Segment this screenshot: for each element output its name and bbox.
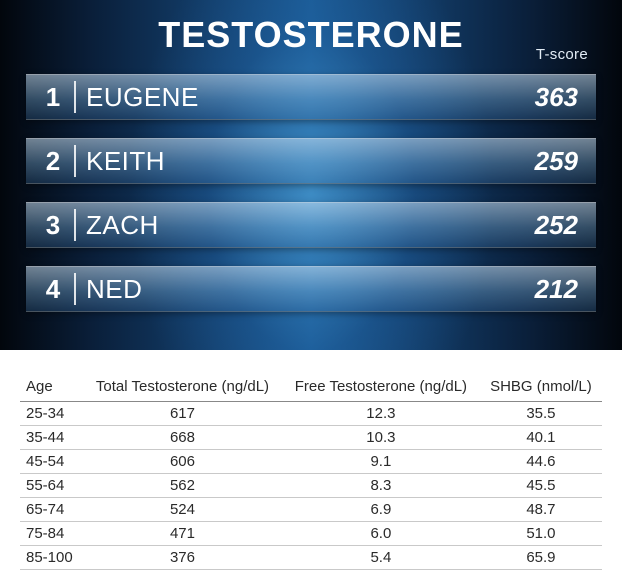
- cell-shbg: 40.1: [480, 426, 602, 450]
- cell-total: 562: [83, 474, 282, 498]
- cell-free: 6.9: [282, 498, 480, 522]
- table-row: 75-84 471 6.0 51.0: [20, 522, 602, 546]
- cell-shbg: 48.7: [480, 498, 602, 522]
- cell-shbg: 51.0: [480, 522, 602, 546]
- table-row: 65-74 524 6.9 48.7: [20, 498, 602, 522]
- player-name: ZACH: [86, 210, 535, 241]
- rank-number: 3: [36, 210, 70, 241]
- testosterone-by-age-table: Age Total Testosterone (ng/dL) Free Test…: [20, 374, 602, 570]
- cell-total: 524: [83, 498, 282, 522]
- t-score: 259: [535, 146, 578, 177]
- cell-age: 45-54: [20, 450, 83, 474]
- cell-age: 35-44: [20, 426, 83, 450]
- testosterone-leaderboard-panel: TESTOSTERONE T-score 1 EUGENE 363 2 KEIT…: [0, 0, 622, 350]
- t-score: 363: [535, 82, 578, 113]
- reference-table: Age Total Testosterone (ng/dL) Free Test…: [20, 374, 602, 570]
- table-row: 55-64 562 8.3 45.5: [20, 474, 602, 498]
- cell-total: 376: [83, 546, 282, 570]
- cell-total: 617: [83, 402, 282, 426]
- cell-age: 25-34: [20, 402, 83, 426]
- cell-free: 5.4: [282, 546, 480, 570]
- divider-vline: [74, 209, 76, 241]
- cell-age: 85-100: [20, 546, 83, 570]
- player-name: NED: [86, 274, 535, 305]
- player-name: KEITH: [86, 146, 535, 177]
- cell-age: 65-74: [20, 498, 83, 522]
- cell-age: 75-84: [20, 522, 83, 546]
- cell-free: 6.0: [282, 522, 480, 546]
- t-score: 212: [535, 274, 578, 305]
- leaderboard-row: 3 ZACH 252: [26, 202, 596, 248]
- rank-number: 1: [36, 82, 70, 113]
- cell-free: 10.3: [282, 426, 480, 450]
- table-row: 25-34 617 12.3 35.5: [20, 402, 602, 426]
- divider-vline: [74, 273, 76, 305]
- col-shbg: SHBG (nmol/L): [480, 374, 602, 402]
- cell-total: 471: [83, 522, 282, 546]
- col-total: Total Testosterone (ng/dL): [83, 374, 282, 402]
- table-body: 25-34 617 12.3 35.5 35-44 668 10.3 40.1 …: [20, 402, 602, 570]
- cell-free: 12.3: [282, 402, 480, 426]
- leaderboard-row: 1 EUGENE 363: [26, 74, 596, 120]
- col-free: Free Testosterone (ng/dL): [282, 374, 480, 402]
- table-header-row: Age Total Testosterone (ng/dL) Free Test…: [20, 374, 602, 402]
- cell-total: 606: [83, 450, 282, 474]
- leaderboard-row: 2 KEITH 259: [26, 138, 596, 184]
- rank-number: 4: [36, 274, 70, 305]
- cell-age: 55-64: [20, 474, 83, 498]
- cell-shbg: 45.5: [480, 474, 602, 498]
- leaderboard-row: 4 NED 212: [26, 266, 596, 312]
- divider-vline: [74, 81, 76, 113]
- cell-free: 8.3: [282, 474, 480, 498]
- t-score: 252: [535, 210, 578, 241]
- cell-shbg: 44.6: [480, 450, 602, 474]
- cell-shbg: 35.5: [480, 402, 602, 426]
- rank-number: 2: [36, 146, 70, 177]
- table-row: 45-54 606 9.1 44.6: [20, 450, 602, 474]
- table-row: 85-100 376 5.4 65.9: [20, 546, 602, 570]
- table-row: 35-44 668 10.3 40.1: [20, 426, 602, 450]
- player-name: EUGENE: [86, 82, 535, 113]
- cell-total: 668: [83, 426, 282, 450]
- divider-vline: [74, 145, 76, 177]
- score-column-label: T-score: [536, 46, 588, 63]
- col-age: Age: [20, 374, 83, 402]
- cell-free: 9.1: [282, 450, 480, 474]
- cell-shbg: 65.9: [480, 546, 602, 570]
- panel-title: TESTOSTERONE: [26, 14, 596, 56]
